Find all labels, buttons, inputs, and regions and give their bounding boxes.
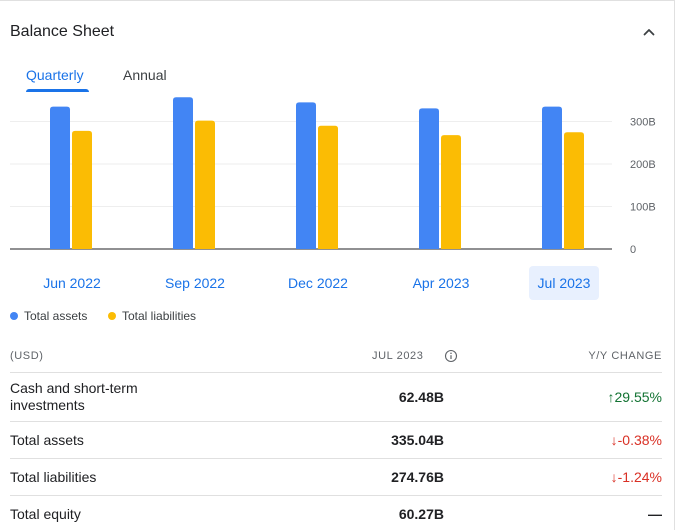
x-tick-label[interactable]: Apr 2023 <box>413 275 470 291</box>
currency-header: (USD) <box>10 350 44 362</box>
row-change: — <box>648 506 662 522</box>
period-header: JUL 2023 <box>372 349 460 363</box>
x-tick-label[interactable]: Sep 2022 <box>165 275 225 291</box>
tab-annual[interactable]: Annual <box>123 67 167 83</box>
bar-total-liabilities[interactable] <box>195 120 215 250</box>
arrow-up-icon: ↑ <box>607 389 615 405</box>
table-row: Total assets 335.04B ↓-0.38% <box>10 422 662 459</box>
bar-total-liabilities[interactable] <box>441 135 461 249</box>
x-tick-label[interactable]: Dec 2022 <box>288 275 348 291</box>
table-row: Total equity 60.27B — <box>10 496 662 532</box>
arrow-down-icon: ↓ <box>610 432 618 448</box>
row-label: Total equity <box>10 506 81 522</box>
bar-total-liabilities[interactable] <box>564 132 584 249</box>
tab-quarterly[interactable]: Quarterly <box>26 67 84 83</box>
table-row: Cash and short-term investments 62.48B ↑… <box>10 373 662 422</box>
selected-period-highlight <box>529 266 599 300</box>
y-tick-label: 0 <box>630 244 636 256</box>
legend-dot-liabilities <box>108 312 116 320</box>
bar-total-assets[interactable] <box>173 97 193 250</box>
active-tab-indicator <box>26 89 89 92</box>
table-header: (USD) JUL 2023 Y/Y CHANGE <box>10 340 662 373</box>
row-label: Total assets <box>10 432 84 448</box>
bar-total-liabilities[interactable] <box>318 125 338 249</box>
row-change: ↓-0.38% <box>610 432 662 448</box>
bar-total-assets[interactable] <box>296 102 316 249</box>
change-header: Y/Y CHANGE <box>588 350 662 362</box>
row-label: Cash and short-term investments <box>10 380 138 413</box>
panel-title: Balance Sheet <box>10 23 115 40</box>
y-tick-label: 200B <box>630 159 656 171</box>
legend-dot-assets <box>10 312 18 320</box>
info-icon[interactable] <box>444 349 458 363</box>
row-change: ↓-1.24% <box>610 469 662 485</box>
x-tick-label[interactable]: Jul 2023 <box>538 275 591 291</box>
row-change: ↑29.55% <box>607 389 662 405</box>
y-tick-label: 100B <box>630 202 656 214</box>
row-label: Total liabilities <box>10 469 97 485</box>
bar-total-liabilities[interactable] <box>72 130 92 249</box>
period-header-label: JUL 2023 <box>372 350 424 362</box>
row-value: 62.48B <box>398 389 444 405</box>
bar-total-assets[interactable] <box>542 106 562 249</box>
balance-chart: 0 100B 200B 300B Jun 2022 Sep 2022 Dec 2022 Apr… <box>10 97 656 300</box>
row-value: 274.76B <box>391 469 444 485</box>
collapse-button[interactable] <box>639 22 659 42</box>
panel-header: Balance Sheet <box>10 22 665 42</box>
panel-top-border <box>0 0 675 1</box>
chevron-up-icon <box>643 29 655 36</box>
bar-total-assets[interactable] <box>419 108 439 249</box>
legend-label-assets: Total assets <box>24 309 88 323</box>
row-value: 60.27B <box>398 506 444 522</box>
row-value: 335.04B <box>391 432 444 448</box>
arrow-down-icon: ↓ <box>610 469 618 485</box>
table-row: Total liabilities 274.76B ↓-1.24% <box>10 459 662 496</box>
y-tick-label: 300B <box>630 117 656 129</box>
legend-label-liabilities: Total liabilities <box>122 309 197 323</box>
bar-total-assets[interactable] <box>50 106 70 249</box>
x-tick-label[interactable]: Jun 2022 <box>43 275 101 291</box>
